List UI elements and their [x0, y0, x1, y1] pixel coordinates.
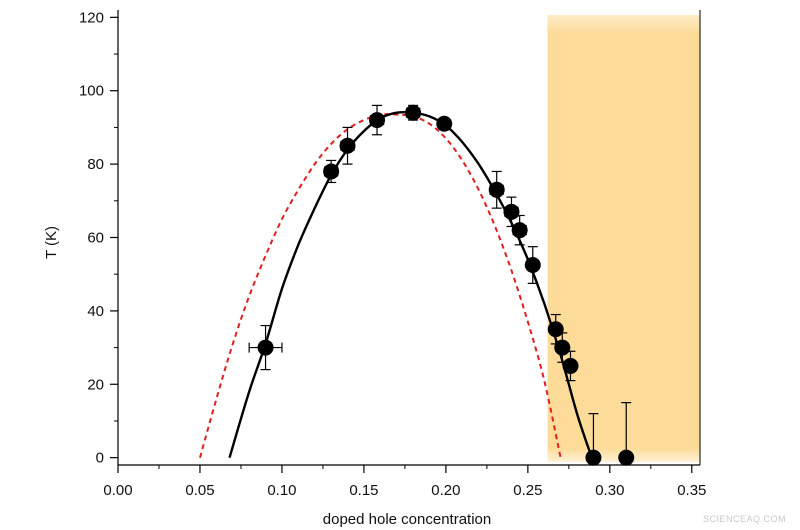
x-tick-label: 0.00	[103, 482, 132, 499]
x-tick-label: 0.30	[595, 482, 624, 499]
x-tick-label: 0.35	[677, 482, 706, 499]
data-point-marker	[503, 203, 520, 220]
data-point	[248, 324, 283, 371]
axes: 0 20 40 60 80 100 120 0.00 0.05 0.10 0.15 0.20 0.25 0…	[79, 9, 706, 499]
points-layer	[248, 104, 635, 466]
data-point-marker	[369, 112, 386, 129]
curves-layer	[199, 110, 593, 459]
data-point	[618, 402, 635, 466]
data-point-marker	[524, 257, 541, 274]
y-tick-label: 120	[79, 9, 104, 26]
data-point-marker	[562, 357, 579, 374]
data-point	[323, 159, 340, 184]
y-tick-label: 40	[87, 303, 104, 320]
data-point-marker	[618, 449, 635, 466]
data-point	[511, 214, 528, 246]
watermark: SCIENCEAQ.COM	[702, 514, 786, 524]
y-tick-label: 80	[87, 156, 104, 173]
data-point-marker	[585, 449, 602, 466]
shaded-region-layer	[547, 15, 700, 462]
x-tick-label: 0.20	[431, 482, 460, 499]
fit-curve-solid	[228, 110, 593, 459]
data-point	[369, 104, 386, 136]
data-point-marker	[511, 222, 528, 239]
data-point	[585, 413, 602, 466]
data-point	[405, 104, 422, 121]
data-point	[524, 246, 541, 284]
y-tick-label: 60	[87, 230, 104, 247]
x-tick-label: 0.25	[513, 482, 542, 499]
data-point	[339, 126, 356, 165]
y-tick-label: 100	[79, 83, 104, 100]
data-point-marker	[257, 339, 274, 356]
data-point-marker	[554, 339, 571, 356]
x-axis-label: doped hole concentration	[323, 511, 491, 528]
data-point-marker	[436, 115, 453, 132]
data-point-marker	[405, 104, 422, 121]
y-axis-label: T (K)	[43, 226, 60, 259]
data-point-marker	[547, 321, 564, 338]
x-tick-label: 0.10	[267, 482, 296, 499]
data-point	[503, 196, 520, 228]
shaded-region	[547, 15, 700, 462]
x-tick-label: 0.05	[185, 482, 214, 499]
data-point-marker	[339, 137, 356, 154]
data-point	[488, 170, 505, 209]
x-tick-label: 0.15	[349, 482, 378, 499]
data-point-marker	[488, 181, 505, 198]
y-tick-label: 0	[96, 450, 104, 467]
data-point	[562, 350, 579, 382]
y-tick-label: 20	[87, 376, 104, 393]
reference-curve-dashed	[199, 113, 562, 458]
data-point	[436, 115, 453, 132]
data-point-marker	[323, 163, 340, 180]
